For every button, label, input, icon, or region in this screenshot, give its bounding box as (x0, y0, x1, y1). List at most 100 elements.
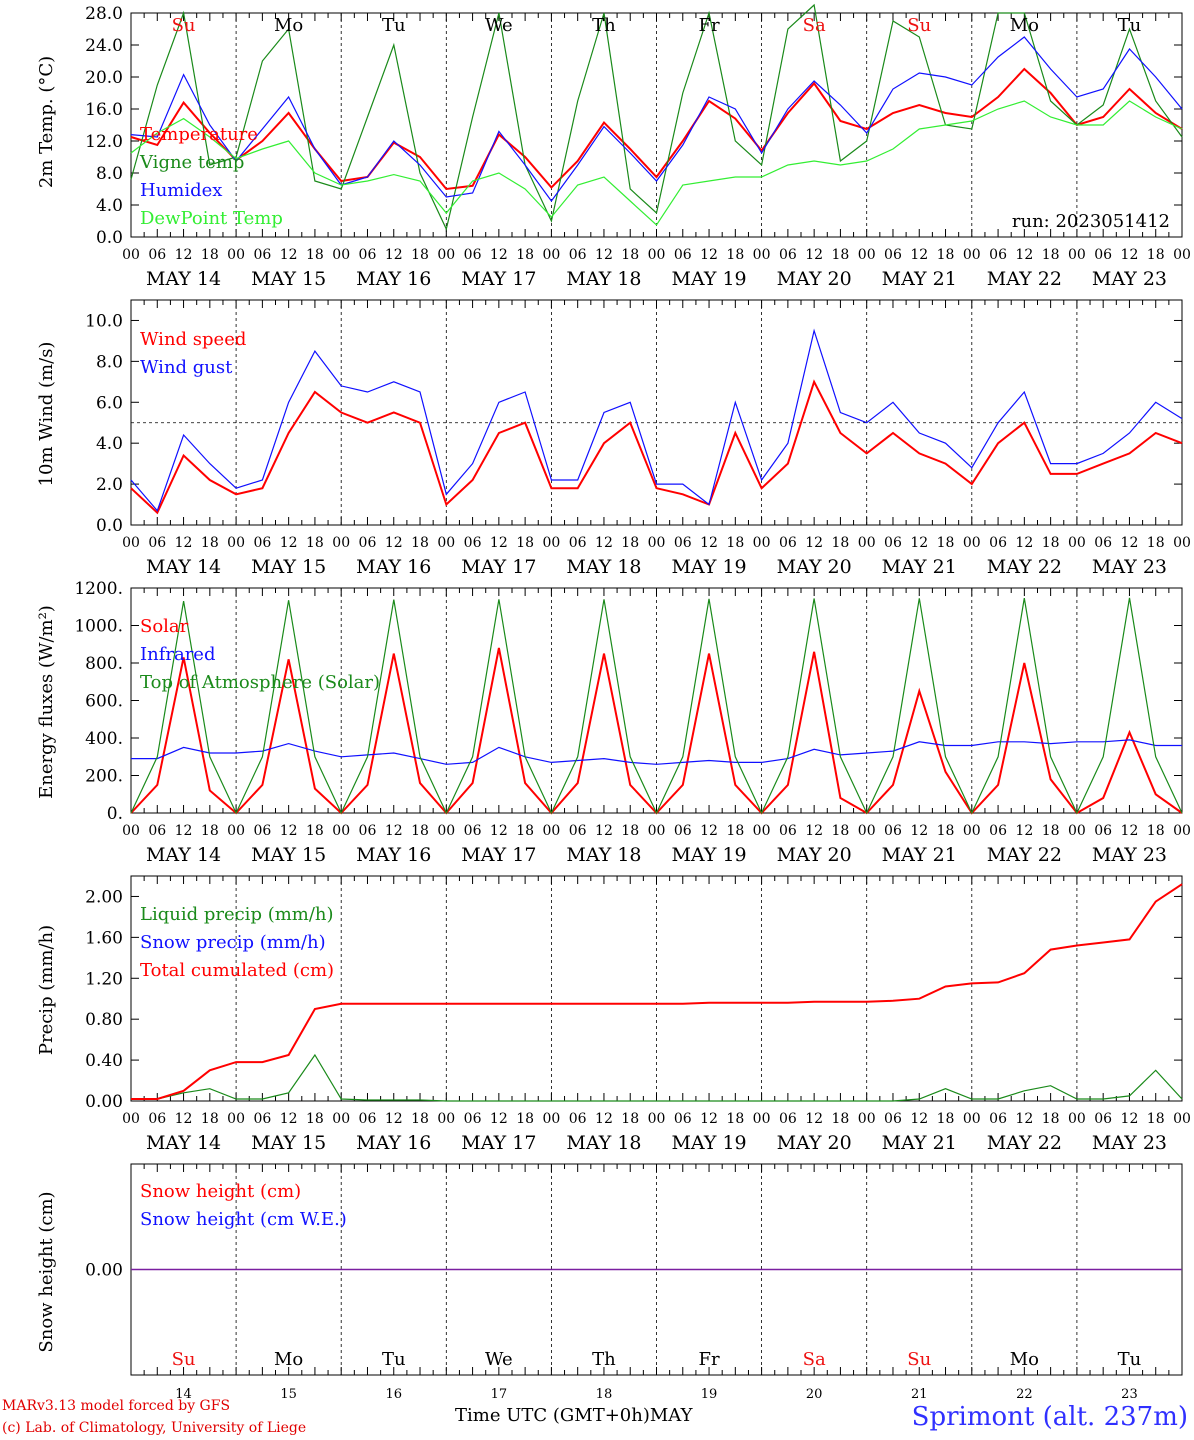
hour-tick-label: 00 (1173, 1111, 1191, 1127)
y-tick-label: 4.0 (96, 434, 123, 454)
hour-tick-label: 06 (884, 535, 902, 551)
day-label: MAY 23 (1092, 268, 1167, 290)
hour-tick-label: 06 (569, 247, 587, 263)
y-tick-label: 1.20 (85, 969, 123, 989)
hour-tick-label: 00 (122, 247, 140, 263)
legend-2-2: Wind gust (140, 357, 233, 378)
day-number-label: 15 (280, 1387, 297, 1402)
day-label: MAY 17 (461, 556, 536, 578)
hour-tick-label: 06 (464, 535, 482, 551)
x-axis-month: MAY (649, 1405, 693, 1426)
y-axis-label: Energy fluxes (W/m²) (36, 605, 57, 799)
weekday-label: Th (592, 1349, 616, 1370)
hour-tick-label: 06 (359, 1111, 377, 1127)
day-label: MAY 16 (356, 844, 431, 866)
hour-tick-label: 12 (910, 535, 928, 551)
day-label: MAY 22 (987, 556, 1062, 578)
hour-tick-label: 18 (621, 247, 639, 263)
hour-tick-label: 06 (253, 535, 271, 551)
weekday-label: Fr (699, 1349, 720, 1370)
day-label: MAY 15 (251, 556, 326, 578)
hour-tick-label: 00 (332, 535, 350, 551)
hour-tick-label: 06 (674, 247, 692, 263)
hour-tick-label: 18 (832, 823, 850, 839)
x-axis-title: Time UTC (GMT+0h)MAY (455, 1405, 692, 1426)
hour-tick-label: 06 (1094, 535, 1112, 551)
day-label: MAY 15 (251, 844, 326, 866)
hour-tick-label: 18 (1042, 823, 1060, 839)
hour-tick-label: 12 (280, 247, 298, 263)
hour-tick-label: 18 (201, 535, 219, 551)
day-label: MAY 22 (987, 844, 1062, 866)
hour-tick-label: 12 (175, 247, 193, 263)
day-number-label: 16 (385, 1387, 402, 1402)
hour-tick-label: 18 (411, 535, 429, 551)
day-label: MAY 15 (251, 1132, 326, 1154)
hour-tick-label: 06 (1094, 1111, 1112, 1127)
hour-tick-label: 18 (621, 823, 639, 839)
hour-tick-label: 12 (910, 823, 928, 839)
hour-tick-label: 12 (385, 535, 403, 551)
legend-5-1: Snow height (cm) (140, 1181, 301, 1202)
y-tick-label: 12.0 (85, 132, 123, 152)
weekday-label: Mo (274, 1349, 303, 1370)
hour-tick-label: 06 (253, 1111, 271, 1127)
series-line-lightgreen (130, 100, 1183, 226)
hour-tick-label: 06 (884, 247, 902, 263)
series-line-blue (130, 36, 1183, 203)
hour-tick-label: 12 (700, 823, 718, 839)
hour-tick-label: 06 (779, 535, 797, 551)
hour-tick-label: 00 (332, 1111, 350, 1127)
day-label: MAY 18 (566, 844, 641, 866)
day-label: MAY 16 (356, 556, 431, 578)
hour-tick-label: 00 (648, 1111, 666, 1127)
hour-tick-label: 12 (595, 535, 613, 551)
y-tick-label: 2.00 (85, 887, 123, 907)
hour-tick-label: 06 (148, 1111, 166, 1127)
day-label: MAY 22 (987, 268, 1062, 290)
hour-tick-label: 18 (937, 823, 955, 839)
hour-tick-label: 18 (516, 247, 534, 263)
hour-tick-label: 00 (122, 823, 140, 839)
hour-tick-label: 12 (490, 1111, 508, 1127)
series-line-red (131, 883, 1183, 1100)
hour-tick-label: 00 (858, 535, 876, 551)
hour-tick-label: 00 (437, 535, 455, 551)
hour-tick-label: 18 (1147, 247, 1165, 263)
day-label: MAY 14 (146, 1132, 221, 1154)
hour-tick-label: 12 (805, 1111, 823, 1127)
hour-tick-label: 00 (753, 535, 771, 551)
legend-1-3: Humidex (140, 180, 222, 201)
y-tick-label: 1200. (74, 579, 123, 599)
hour-tick-label: 12 (385, 1111, 403, 1127)
hour-tick-label: 12 (280, 535, 298, 551)
weekday-label: Tu (1118, 15, 1142, 36)
hour-tick-label: 00 (753, 1111, 771, 1127)
weekday-label: Fr (699, 15, 720, 36)
weekday-label: We (485, 15, 513, 36)
hour-tick-label: 18 (516, 823, 534, 839)
legend-4-1: Liquid precip (mm/h) (140, 904, 334, 925)
hour-tick-label: 06 (779, 1111, 797, 1127)
day-label: MAY 14 (146, 268, 221, 290)
hour-tick-label: 12 (490, 823, 508, 839)
hour-tick-label: 00 (542, 247, 560, 263)
day-label: MAY 23 (1092, 1132, 1167, 1154)
hour-tick-label: 18 (621, 535, 639, 551)
legend-1-1: Temperature (140, 124, 258, 145)
hour-tick-label: 06 (253, 823, 271, 839)
hour-tick-label: 00 (648, 535, 666, 551)
weekday-label: Su (172, 1349, 196, 1370)
hour-tick-label: 06 (464, 1111, 482, 1127)
hour-tick-label: 00 (1173, 823, 1191, 839)
hour-tick-label: 06 (464, 247, 482, 263)
y-tick-label: 20.0 (85, 68, 123, 88)
hour-tick-label: 06 (884, 1111, 902, 1127)
hour-tick-label: 12 (805, 535, 823, 551)
weekday-label: Tu (382, 15, 406, 36)
day-label: MAY 20 (777, 268, 852, 290)
day-label: MAY 20 (777, 844, 852, 866)
hour-tick-label: 12 (700, 535, 718, 551)
day-number-label: 21 (911, 1387, 928, 1402)
station-name: Sprimont (alt. 237m) (911, 1402, 1188, 1432)
